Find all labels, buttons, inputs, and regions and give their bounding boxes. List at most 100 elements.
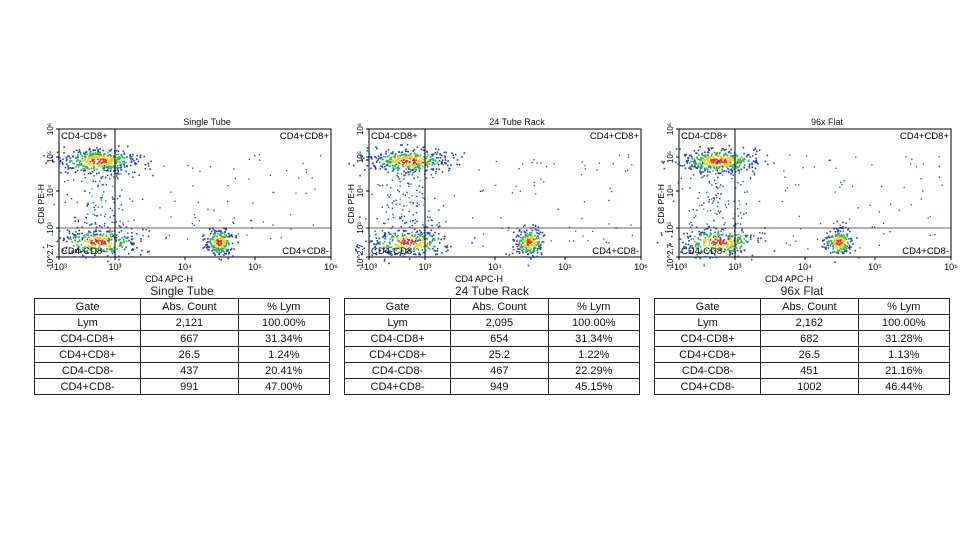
data-point [513,240,515,242]
data-point [741,230,743,232]
data-point [438,209,440,211]
data-point [88,238,91,240]
data-point [77,247,79,250]
data-point [729,237,731,239]
data-point [226,240,229,242]
data-point [414,253,416,255]
data-point [527,243,529,246]
data-point [714,158,717,160]
data-point [718,234,721,236]
data-point [415,237,417,239]
cell-pct: 45.15% [547,378,641,395]
data-point [85,156,87,158]
data-point [724,158,727,160]
data-point [86,204,88,206]
data-point [403,241,405,244]
data-point [84,240,86,242]
data-point [399,203,401,205]
data-point [731,240,733,242]
data-point [737,169,739,171]
data-point [852,243,854,245]
data-point [854,249,857,252]
x-tick-label: 10⁶ [324,262,338,272]
data-point [409,156,411,158]
header-count: Abs. Count [760,298,859,315]
data-point [708,236,711,238]
data-point [557,208,559,210]
plot-title: 96x Flat [810,117,843,127]
data-point [834,261,836,263]
flow-plot: CD4-CD8+ CD4+CD8+CD4-CD8- CD4+CD8--10³ 10³ 1… [36,123,338,284]
data-point [402,165,405,168]
data-point [700,157,702,159]
data-point [119,195,121,198]
data-point [835,234,837,237]
data-point [754,148,757,150]
data-point [609,187,611,190]
data-point [79,162,81,164]
data-point [224,243,226,245]
data-point [730,148,732,151]
data-point [716,162,718,165]
data-point [878,244,881,246]
data-point [751,155,754,157]
data-point [711,153,713,155]
data-point [694,256,696,259]
data-point [845,222,847,224]
data-point [478,169,480,171]
data-point [81,157,84,160]
data-point [525,248,528,250]
data-point [194,217,196,219]
data-point [75,166,77,168]
data-point [411,224,413,227]
data-point [98,245,100,247]
data-point [99,237,102,240]
data-point [737,162,739,164]
data-point [389,161,392,164]
data-point [723,170,726,172]
data-point [728,247,730,250]
data-point [719,157,721,160]
data-point [109,156,112,158]
data-point [113,246,115,249]
data-point [731,169,733,171]
data-point [688,223,691,225]
data-point [404,256,407,258]
data-point [533,239,536,242]
plot-title: Single Tube [183,117,231,127]
data-point [106,255,109,257]
data-point [116,198,119,200]
data-point [749,176,752,179]
data-point [53,203,55,206]
data-point [841,240,844,242]
data-point [533,250,536,252]
data-point [526,253,529,256]
data-point [390,233,392,235]
data-point [537,226,540,228]
data-point [436,156,438,159]
data-point [413,152,416,155]
data-point [62,163,64,165]
data-point [735,239,737,242]
data-point [738,200,740,202]
data-point [736,161,738,163]
data-point [718,172,720,174]
data-point [92,180,94,182]
data-point [531,161,533,164]
data-point [746,154,749,156]
data-point [745,203,747,205]
data-point [112,160,114,162]
data-point [108,153,111,156]
data-point [400,154,403,156]
data-point [840,245,842,248]
data-point [91,223,93,225]
data-point [75,249,77,251]
data-point [696,157,699,160]
data-point [712,200,715,202]
data-point [105,159,107,162]
data-point [536,241,539,243]
data-point [825,237,828,240]
data-point [453,156,455,159]
data-point [72,155,74,158]
data-point [116,177,119,179]
